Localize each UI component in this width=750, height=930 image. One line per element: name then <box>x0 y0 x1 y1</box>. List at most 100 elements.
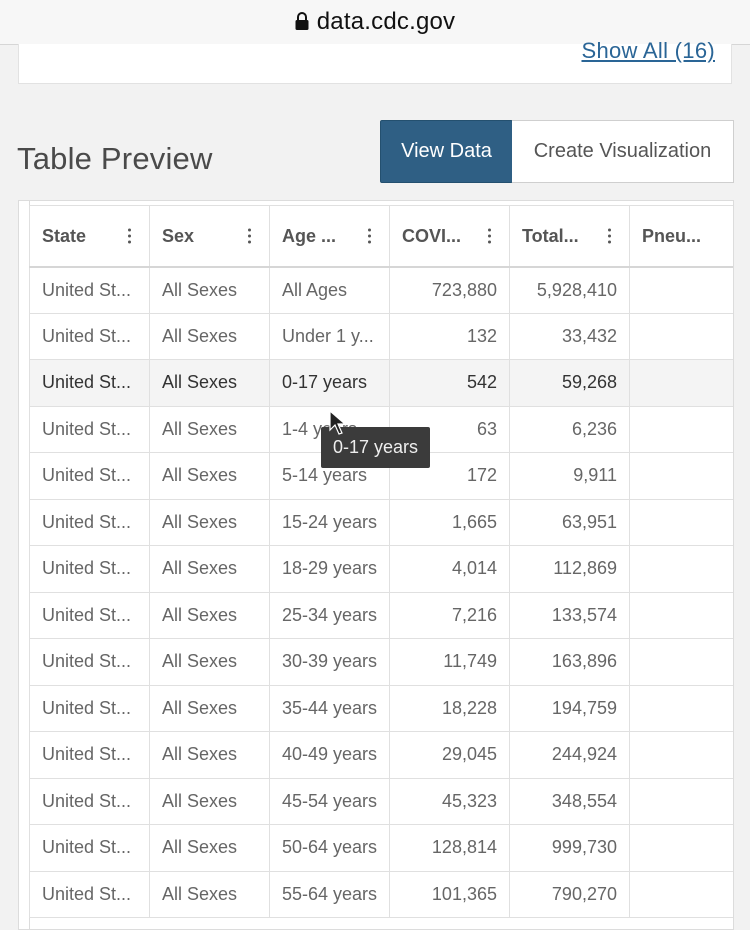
table-cell-age[interactable]: All Ages <box>269 266 390 314</box>
table-cell-total[interactable]: 244,924 <box>509 731 630 779</box>
table-cell-sex[interactable]: All Sexes <box>149 266 270 314</box>
table-cell-total[interactable]: 33,432 <box>509 312 630 360</box>
table-cell-sex[interactable]: All Sexes <box>149 359 270 407</box>
table-cell-pneumonia[interactable]: 210 <box>629 405 733 453</box>
table-cell-total[interactable]: 348,554 <box>509 777 630 825</box>
table-cell-pneumonia[interactable]: 9,917 <box>629 638 733 686</box>
table-cell-covid[interactable]: 128,814 <box>389 824 510 872</box>
table-cell-covid[interactable]: 1,665 <box>389 498 510 546</box>
table-cell-state[interactable]: United St... <box>29 359 150 407</box>
table-cell-age[interactable]: 40-49 years <box>269 731 390 779</box>
table-cell-state[interactable]: United St... <box>29 591 150 639</box>
column-header-total[interactable]: Total... <box>509 205 630 268</box>
table-row[interactable]: United St... All Sexes 55-64 years 101,365 7… <box>29 870 733 918</box>
view-data-button[interactable]: View Data <box>380 120 513 183</box>
table-cell-age[interactable]: 55-64 years <box>269 870 390 918</box>
column-menu-icon[interactable] <box>128 228 131 244</box>
table-cell-total[interactable]: 5,928,410 <box>509 266 630 314</box>
table-cell-covid[interactable]: 11,749 <box>389 638 510 686</box>
table-cell-pneumonia[interactable]: 3,701 <box>629 545 733 593</box>
table-cell-pneumonia[interactable]: 23,417 <box>629 731 733 779</box>
table-cell-state[interactable]: United St... <box>29 266 150 314</box>
table-cell-sex[interactable]: All Sexes <box>149 591 270 639</box>
table-cell-total[interactable]: 112,869 <box>509 545 630 593</box>
table-cell-total[interactable]: 133,574 <box>509 591 630 639</box>
table-row[interactable]: United St... All Sexes 15-24 years 1,665 63,… <box>29 498 733 546</box>
table-cell-covid[interactable]: 18,228 <box>389 684 510 732</box>
table-cell-covid[interactable]: 132 <box>389 312 510 360</box>
table-cell-sex[interactable]: All Sexes <box>149 684 270 732</box>
table-cell-state[interactable]: United St... <box>29 638 150 686</box>
column-menu-icon[interactable] <box>608 228 611 244</box>
table-cell-state[interactable]: United St... <box>29 312 150 360</box>
table-cell-state[interactable]: United St... <box>29 452 150 500</box>
column-header-state[interactable]: State <box>29 205 150 268</box>
table-row[interactable]: United St... All Sexes 18-29 years 4,014 112… <box>29 545 733 593</box>
table-row[interactable]: United St... All Sexes Under 1 y... 132 33,4… <box>29 312 733 360</box>
create-visualization-button[interactable]: Create Visualization <box>512 120 734 183</box>
table-cell-state[interactable]: United St... <box>29 870 150 918</box>
table-cell-sex[interactable]: All Sexes <box>149 638 270 686</box>
table-cell-age[interactable]: 30-39 years <box>269 638 390 686</box>
data-table-container[interactable]: State Sex Age ... COVI... Total... Pneu... Un… <box>18 200 734 930</box>
table-cell-total[interactable]: 790,270 <box>509 870 630 918</box>
table-cell-covid[interactable]: 7,216 <box>389 591 510 639</box>
table-cell-pneumonia[interactable]: 115,653 <box>629 824 733 872</box>
table-cell-state[interactable]: United St... <box>29 731 150 779</box>
column-header-sex[interactable]: Sex <box>149 205 270 268</box>
show-all-link[interactable]: Show All (16) <box>581 38 715 63</box>
table-cell-total[interactable]: 9,911 <box>509 452 630 500</box>
table-cell-sex[interactable]: All Sexes <box>149 777 270 825</box>
table-cell-pneumonia[interactable]: 367 <box>629 312 733 360</box>
table-cell-covid[interactable]: 101,365 <box>389 870 510 918</box>
table-cell-sex[interactable]: All Sexes <box>149 405 270 453</box>
table-cell-covid[interactable]: 29,045 <box>389 731 510 779</box>
column-header-age[interactable]: Age ... <box>269 205 390 268</box>
table-cell-pneumonia[interactable]: 37,505 <box>629 777 733 825</box>
table-cell-total[interactable]: 194,759 <box>509 684 630 732</box>
column-header-pneumonia[interactable]: Pneu... <box>629 205 733 268</box>
table-cell-age[interactable]: 35-44 years <box>269 684 390 732</box>
table-cell-sex[interactable]: All Sexes <box>149 824 270 872</box>
table-row[interactable]: United St... All Sexes 30-39 years 11,749 16… <box>29 638 733 686</box>
table-cell-state[interactable]: United St... <box>29 684 150 732</box>
table-cell-age[interactable]: 50-64 years <box>269 824 390 872</box>
table-cell-pneumonia[interactable]: 15,069 <box>629 684 733 732</box>
table-cell-pneumonia[interactable]: 6,290 <box>629 591 733 639</box>
table-row[interactable]: United St... All Sexes 50-64 years 128,814 9… <box>29 824 733 872</box>
table-cell-total[interactable]: 59,268 <box>509 359 630 407</box>
table-cell-pneumonia[interactable]: 1,591 <box>629 498 733 546</box>
table-cell-state[interactable]: United St... <box>29 545 150 593</box>
table-cell-age[interactable]: 25-34 years <box>269 591 390 639</box>
table-cell-total[interactable]: 999,730 <box>509 824 630 872</box>
table-row[interactable]: United St... All Sexes All Ages 723,880 5,92… <box>29 266 733 314</box>
table-cell-covid[interactable]: 45,323 <box>389 777 510 825</box>
table-cell-state[interactable]: United St... <box>29 405 150 453</box>
table-cell-pneumonia[interactable]: 1,043 <box>629 359 733 407</box>
table-cell-pneumonia[interactable]: 92,396 <box>629 870 733 918</box>
column-menu-icon[interactable] <box>488 228 491 244</box>
table-cell-age[interactable]: 45-54 years <box>269 777 390 825</box>
table-cell-covid[interactable]: 542 <box>389 359 510 407</box>
table-cell-age[interactable]: 15-24 years <box>269 498 390 546</box>
table-cell-state[interactable]: United St... <box>29 824 150 872</box>
table-cell-total[interactable]: 6,236 <box>509 405 630 453</box>
column-header-covid[interactable]: COVI... <box>389 205 510 268</box>
table-cell-age[interactable]: Under 1 y... <box>269 312 390 360</box>
column-menu-icon[interactable] <box>248 228 251 244</box>
table-cell-pneumonia[interactable]: 303 <box>629 452 733 500</box>
table-row[interactable]: United St... All Sexes 0-17 years 542 59,268… <box>29 359 733 407</box>
table-cell-age[interactable]: 0-17 years <box>269 359 390 407</box>
table-cell-sex[interactable]: All Sexes <box>149 870 270 918</box>
table-cell-total[interactable]: 163,896 <box>509 638 630 686</box>
table-cell-pneumonia[interactable]: 649,389 <box>629 266 733 314</box>
table-cell-state[interactable]: United St... <box>29 498 150 546</box>
table-cell-covid[interactable]: 4,014 <box>389 545 510 593</box>
table-cell-sex[interactable]: All Sexes <box>149 498 270 546</box>
column-menu-icon[interactable] <box>368 228 371 244</box>
table-cell-age[interactable]: 18-29 years <box>269 545 390 593</box>
table-cell-sex[interactable]: All Sexes <box>149 312 270 360</box>
table-cell-total[interactable]: 63,951 <box>509 498 630 546</box>
table-cell-sex[interactable]: All Sexes <box>149 452 270 500</box>
table-cell-covid[interactable]: 723,880 <box>389 266 510 314</box>
